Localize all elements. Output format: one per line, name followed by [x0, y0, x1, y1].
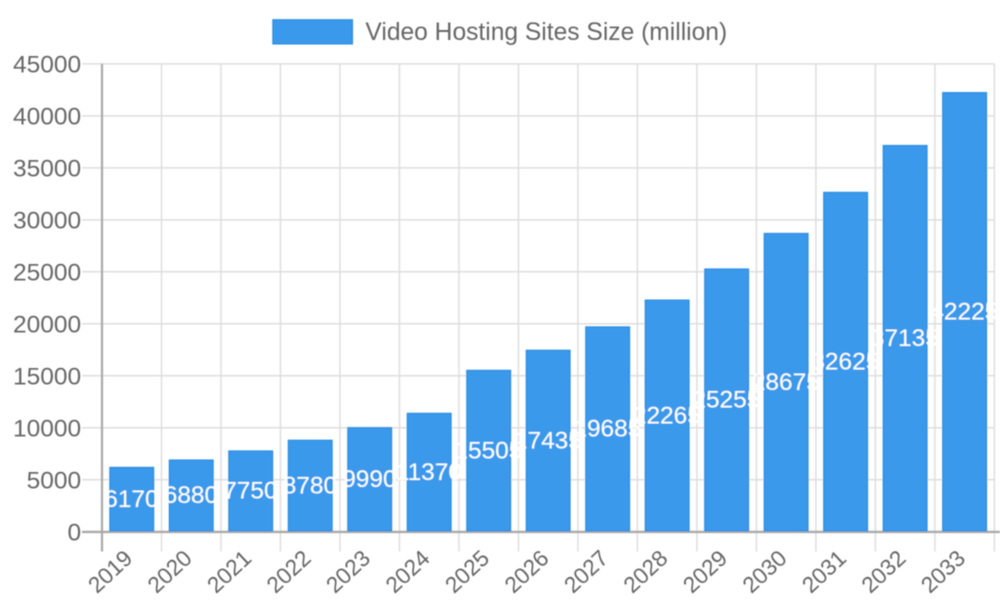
svg-text:11370: 11370 — [396, 459, 462, 486]
svg-text:15000: 15000 — [13, 363, 81, 390]
svg-text:28675: 28675 — [752, 369, 820, 396]
svg-text:20000: 20000 — [13, 311, 81, 338]
svg-text:6880: 6880 — [164, 482, 218, 509]
svg-text:25255: 25255 — [692, 387, 760, 414]
svg-text:8780: 8780 — [283, 472, 337, 499]
svg-text:30000: 30000 — [13, 207, 81, 234]
svg-text:17435: 17435 — [514, 427, 582, 454]
svg-text:15505: 15505 — [454, 437, 522, 464]
svg-text:45000: 45000 — [13, 52, 81, 79]
svg-text:37135: 37135 — [871, 325, 939, 352]
svg-text:25000: 25000 — [13, 259, 81, 286]
svg-text:10000: 10000 — [13, 415, 81, 442]
svg-text:32625: 32625 — [811, 348, 879, 375]
svg-text:5000: 5000 — [27, 467, 82, 494]
svg-text:7750: 7750 — [223, 478, 277, 505]
svg-text:22265: 22265 — [633, 402, 701, 429]
svg-text:0: 0 — [68, 519, 82, 546]
svg-text:6170: 6170 — [104, 486, 158, 513]
svg-text:35000: 35000 — [13, 155, 81, 182]
svg-text:40000: 40000 — [13, 103, 81, 130]
svg-text:42225: 42225 — [930, 299, 998, 326]
svg-text:19685: 19685 — [573, 416, 641, 443]
svg-text:Video Hosting Sites Size (mill: Video Hosting Sites Size (million) — [365, 19, 727, 46]
svg-text:9990: 9990 — [342, 466, 396, 493]
